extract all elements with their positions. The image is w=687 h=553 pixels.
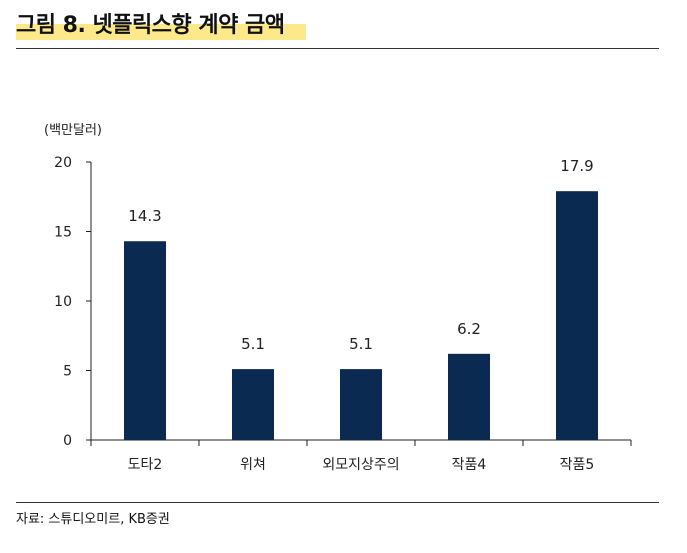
y-tick-label: 15 <box>54 225 72 241</box>
bar <box>448 353 490 440</box>
data-label: 17.9 <box>560 157 593 175</box>
y-axis: 0 5 10 15 20 <box>54 155 92 449</box>
y-tick-label: 0 <box>63 433 72 449</box>
bar <box>556 191 598 440</box>
data-label: 5.1 <box>349 335 373 353</box>
y-tick-label: 20 <box>54 155 72 171</box>
bottom-divider <box>16 502 659 503</box>
data-label: 5.1 <box>241 335 265 353</box>
data-label: 6.2 <box>457 320 481 338</box>
source-note: 자료: 스튜디오미르, KB증권 <box>16 512 170 527</box>
bar <box>232 369 274 440</box>
x-tick-label: 도타2 <box>128 457 163 473</box>
y-unit-label: (백만달러) <box>44 123 102 138</box>
x-tick-label: 작품4 <box>452 457 487 473</box>
x-tick-label: 위쳐 <box>240 457 266 473</box>
y-tick-label: 10 <box>54 294 72 310</box>
x-tick-label: 작품5 <box>560 457 595 473</box>
top-divider <box>16 48 659 49</box>
x-tick-label: 외모지상주의 <box>322 457 399 473</box>
y-tick-label: 5 <box>63 364 72 380</box>
title-block: 그림 8. 넷플릭스향 계약 금액 <box>16 8 306 44</box>
page-title: 그림 8. 넷플릭스향 계약 금액 <box>16 13 285 38</box>
bar <box>124 241 166 440</box>
bars: 14.3 5.1 5.1 6.2 17.9 <box>124 157 598 440</box>
x-axis: 도타2 위쳐 외모지상주의 작품4 작품5 <box>90 439 632 473</box>
title-highlight <box>16 24 306 40</box>
data-label: 14.3 <box>128 207 161 225</box>
bar <box>340 369 382 440</box>
